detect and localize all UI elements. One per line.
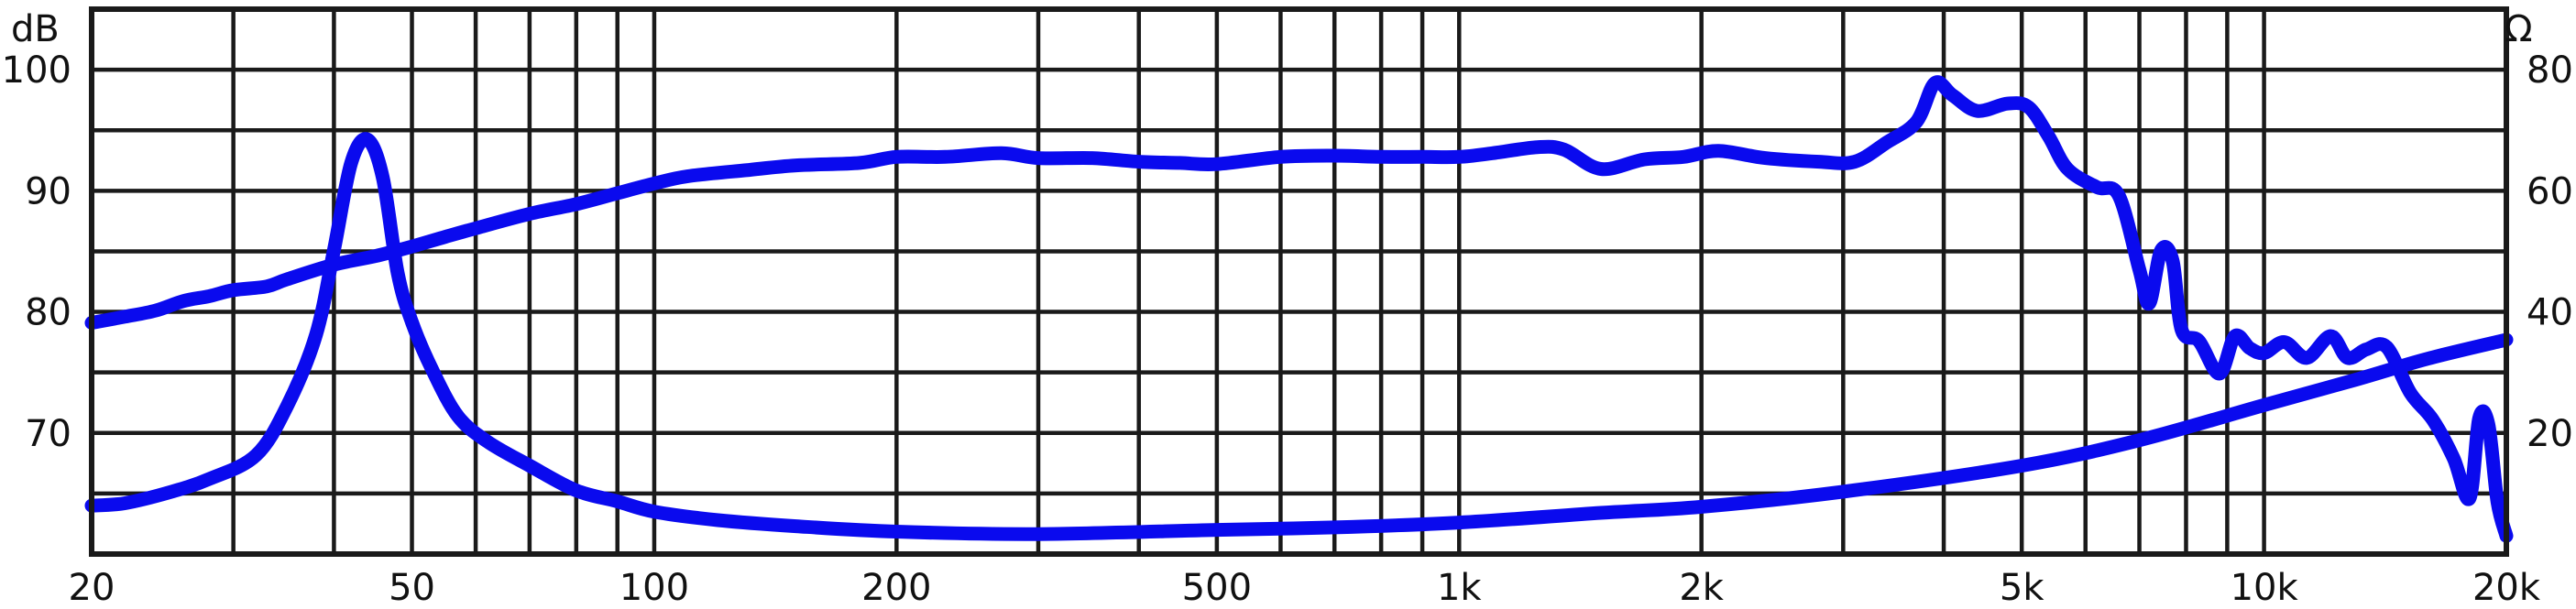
series-layer (84, 75, 2514, 543)
y-left-tick-label: 90 (25, 170, 71, 212)
x-tick-label: 20 (69, 567, 115, 609)
y-axis-right-unit: Ω (2505, 8, 2533, 50)
y-right-tick-label: 40 (2527, 292, 2573, 334)
spl-curve (84, 75, 2514, 543)
x-tick-label: 200 (861, 567, 931, 609)
y-right-tick-label: 60 (2527, 170, 2573, 212)
x-tick-label: 5k (2000, 567, 2044, 609)
y-axis-right-ticks: 20 40 60 80 (2527, 49, 2573, 455)
y-left-tick-label: 70 (25, 413, 71, 455)
impedance-curve (84, 132, 2514, 541)
plot-frame (89, 6, 2509, 557)
x-tick-label: 500 (1182, 567, 1252, 609)
y-right-tick-label: 20 (2527, 413, 2573, 455)
x-axis-ticks: 20 50 100 200 500 1k 2k 5k 10k 20k (69, 567, 2541, 609)
x-tick-label: 1k (1437, 567, 1482, 609)
x-tick-label: 10k (2231, 567, 2299, 609)
y-axis-left-ticks: 70 80 90 100 (2, 49, 71, 455)
x-tick-label: 100 (619, 567, 689, 609)
y-left-tick-label: 100 (2, 49, 71, 92)
x-tick-label: 2k (1679, 567, 1724, 609)
x-tick-label: 20k (2472, 567, 2541, 609)
x-tick-label: 50 (389, 567, 435, 609)
y-right-tick-label: 80 (2527, 49, 2573, 92)
y-axis-left-unit: dB (11, 8, 60, 50)
y-left-tick-label: 80 (25, 292, 71, 334)
